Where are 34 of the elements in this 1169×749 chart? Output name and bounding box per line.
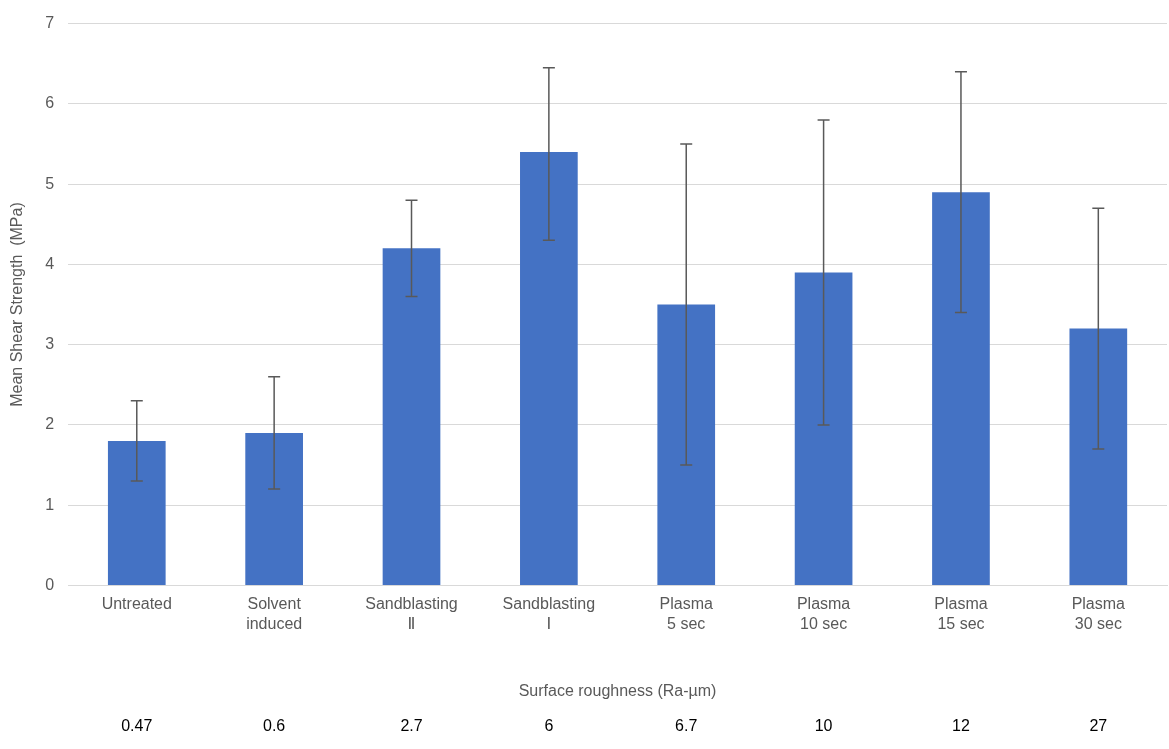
bar [107, 440, 166, 585]
y-tick-label: 3 [45, 335, 55, 353]
y-tick-label: 6 [45, 94, 55, 112]
bar [1069, 328, 1128, 585]
x-tick-label: Plasma 5 sec [659, 595, 713, 632]
bar [245, 432, 303, 585]
text: 6.7 [675, 717, 698, 735]
bar [932, 192, 990, 585]
bar [657, 304, 716, 585]
x-tick-label: Plasma 30 sec [1071, 595, 1126, 632]
text: 27 [1089, 717, 1108, 735]
x-tick-label: Plasma 15 sec [934, 595, 988, 632]
text: 12 [952, 717, 970, 735]
y-tick-label: 5 [45, 174, 55, 192]
y-tick-label: 7 [45, 14, 55, 32]
y-tick-label: 1 [45, 495, 55, 513]
y-tick-label: 2 [45, 415, 55, 433]
bar [382, 248, 441, 585]
text: 2.7 [400, 717, 423, 735]
text: 0.47 [121, 717, 153, 735]
y-tick-label: 4 [45, 254, 55, 272]
bar [794, 272, 853, 585]
x-tick-label: Plasma 10 sec [796, 595, 851, 632]
text: 6 [544, 717, 554, 735]
bar [520, 152, 578, 585]
x-tick-label: Solvent induced [246, 595, 303, 632]
y-tick-label: 0 [45, 575, 55, 593]
y-axis-title: Mean Shear Strength (MPa) [8, 202, 26, 407]
text: 0.6 [263, 717, 286, 735]
x-tick-label: Sandblasting Ⅰ [502, 595, 596, 632]
x-axis-title: Surface roughness (Ra-µm) [518, 681, 717, 699]
text: 10 [814, 717, 833, 735]
x-tick-label: Untreated [101, 595, 172, 613]
x-tick-label: Sandblasting Ⅱ [365, 595, 458, 632]
